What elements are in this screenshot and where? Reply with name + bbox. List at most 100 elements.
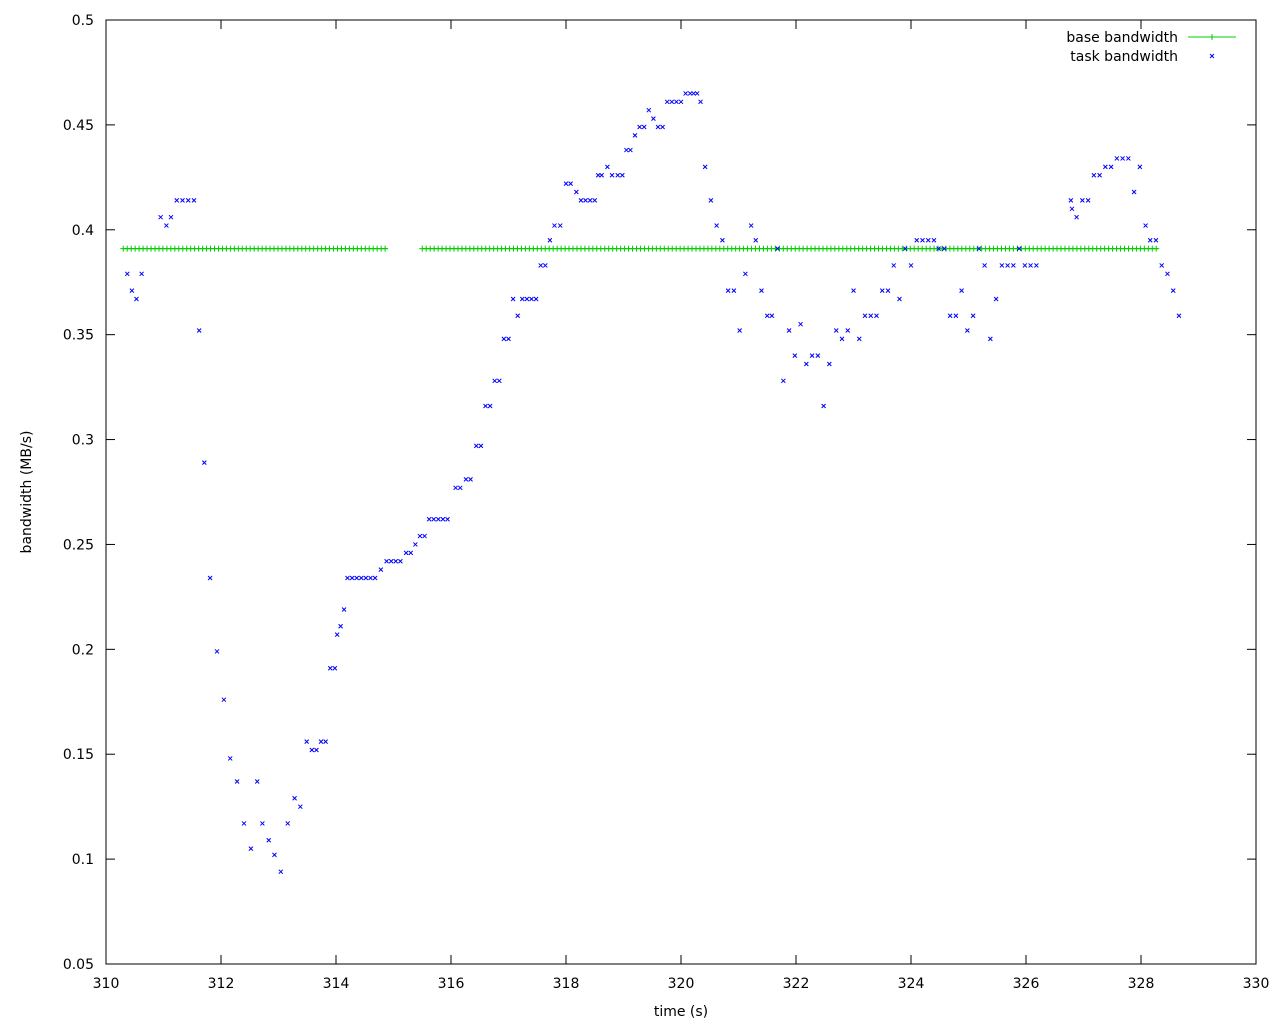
task-bandwidth-point xyxy=(993,296,999,302)
task-bandwidth-point xyxy=(524,296,530,302)
y-tick-label: 0.3 xyxy=(72,433,94,449)
task-bandwidth-point xyxy=(1108,164,1114,170)
task-bandwidth-point xyxy=(862,313,868,319)
task-bandwidth-point xyxy=(891,263,897,268)
legend: base bandwidth task bandwidth xyxy=(1066,30,1236,65)
task-bandwidth-point xyxy=(646,107,652,113)
task-bandwidth-point xyxy=(309,747,315,753)
y-tick-label: 0.05 xyxy=(63,957,94,973)
task-bandwidth-point xyxy=(637,124,642,130)
task-bandwidth-point xyxy=(583,198,588,203)
task-bandwidth-point xyxy=(542,263,548,268)
task-bandwidth-point xyxy=(803,361,809,367)
task-bandwidth-point xyxy=(792,353,798,358)
task-bandwidth-point xyxy=(563,181,569,186)
task-bandwidth-point xyxy=(908,263,914,268)
task-bandwidth-point xyxy=(378,567,384,572)
y-tick-label: 0.4 xyxy=(72,223,94,239)
task-bandwidth-point xyxy=(664,99,670,105)
task-bandwidth-point xyxy=(1097,172,1102,178)
x-tick-label: 324 xyxy=(898,976,925,992)
legend-task-bandwidth-label: task bandwidth xyxy=(1070,49,1178,65)
task-bandwidth-point xyxy=(748,223,754,228)
task-bandwidth-point xyxy=(885,288,891,293)
task-bandwidth-point xyxy=(384,558,389,564)
task-bandwidth-point xyxy=(897,296,902,302)
task-bandwidth-point xyxy=(304,739,310,744)
task-bandwidth-point xyxy=(358,575,364,581)
task-bandwidth-point xyxy=(388,558,394,564)
task-bandwidth-point xyxy=(334,632,340,638)
task-bandwidth-point xyxy=(1125,156,1131,161)
task-bandwidth-point xyxy=(134,296,139,302)
task-bandwidth-point xyxy=(879,288,885,293)
task-bandwidth-point xyxy=(720,237,725,243)
task-bandwidth-point xyxy=(1147,237,1153,243)
task-bandwidth-point xyxy=(557,223,563,228)
y-tick-label: 0.25 xyxy=(63,537,94,553)
task-bandwidth-point xyxy=(457,485,463,491)
task-bandwidth-point xyxy=(743,271,748,277)
task-bandwidth-point xyxy=(683,91,688,96)
task-bandwidth-point xyxy=(595,172,601,178)
task-bandwidth-point xyxy=(1165,271,1170,277)
task-bandwidth-point xyxy=(431,516,437,522)
task-bandwidth-point xyxy=(1005,263,1010,268)
task-bandwidth-point xyxy=(510,296,516,302)
task-bandwidth-point xyxy=(1028,263,1033,268)
task-bandwidth-point xyxy=(180,198,185,203)
task-bandwidth-point xyxy=(839,336,845,342)
task-bandwidth-point xyxy=(578,198,584,203)
task-bandwidth-point xyxy=(221,697,227,703)
task-bandwidth-point xyxy=(708,198,714,203)
task-bandwidth-point xyxy=(936,246,941,252)
y-tick-label: 0.1 xyxy=(72,852,94,868)
x-tick-label: 312 xyxy=(208,976,235,992)
x-tick-label: 328 xyxy=(1128,976,1155,992)
task-bandwidth-point xyxy=(496,378,502,384)
task-bandwidth-point xyxy=(417,533,423,539)
task-bandwidth-point xyxy=(815,353,821,358)
task-bandwidth-point xyxy=(660,124,665,130)
task-bandwidth-point xyxy=(168,214,174,220)
task-bandwidth-point xyxy=(297,804,303,810)
y-tick-label: 0.35 xyxy=(63,328,94,344)
task-bandwidth-point xyxy=(278,869,284,875)
x-axis-title: time (s) xyxy=(654,1004,708,1020)
x-tick-label: 314 xyxy=(323,976,350,992)
x-tick-label: 322 xyxy=(783,976,810,992)
task-bandwidth-point xyxy=(196,328,202,333)
legend-task-bandwidth-sample xyxy=(1209,53,1215,59)
task-bandwidth-point xyxy=(1085,198,1091,203)
task-bandwidth-point xyxy=(780,378,786,384)
axes xyxy=(105,19,1257,965)
task-bandwidth-point xyxy=(868,313,874,319)
x-tick-label: 310 xyxy=(93,976,120,992)
task-bandwidth-point xyxy=(260,821,265,826)
x-tick-label: 320 xyxy=(668,976,695,992)
task-bandwidth-point xyxy=(241,821,247,826)
task-bandwidth-point xyxy=(775,246,780,252)
task-bandwidth-point xyxy=(1068,198,1074,203)
task-bandwidth-point xyxy=(599,172,605,178)
task-bandwidth-point xyxy=(628,147,633,153)
y-axis-title: bandwidth (MB/s) xyxy=(19,431,35,554)
task-bandwidth-point xyxy=(702,164,708,170)
task-bandwidth-point xyxy=(345,575,350,581)
task-bandwidth-point xyxy=(982,263,987,268)
task-bandwidth-point xyxy=(272,852,277,858)
task-bandwidth-point xyxy=(845,328,851,333)
task-bandwidth-point xyxy=(655,124,661,130)
task-bandwidth-point xyxy=(1102,164,1108,170)
task-bandwidth-point xyxy=(731,288,737,293)
task-bandwidth-point xyxy=(248,846,254,851)
task-bandwidth-point xyxy=(445,516,450,522)
x-tick-label: 330 xyxy=(1243,976,1270,992)
series-base-bandwidth xyxy=(120,245,1160,252)
task-bandwidth-point xyxy=(412,542,418,547)
task-bandwidth-point xyxy=(605,164,610,170)
task-bandwidth-point xyxy=(1131,189,1137,195)
task-bandwidth-point xyxy=(501,336,507,342)
task-bandwidth-point xyxy=(129,288,135,293)
task-bandwidth-point xyxy=(1143,223,1148,228)
